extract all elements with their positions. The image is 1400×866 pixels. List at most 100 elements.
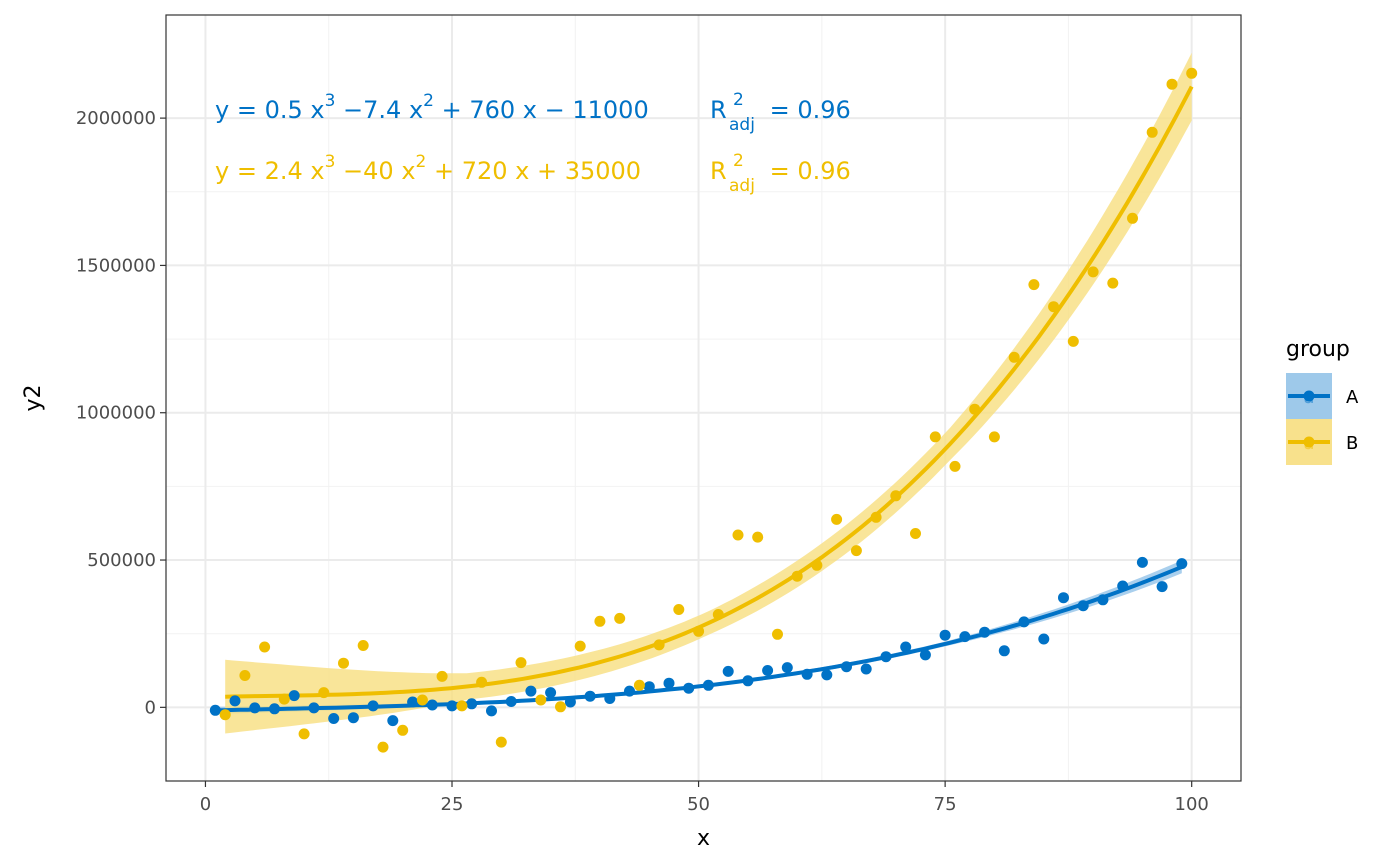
equation-text-A: y = 0.5 x3 −7.4 x2 + 760 x − 11000: [215, 91, 649, 124]
point-A: [367, 700, 379, 712]
point-B: [1087, 266, 1099, 278]
legend-key-glyph: a: [1303, 387, 1314, 408]
point-B: [318, 687, 330, 699]
point-A: [841, 661, 852, 673]
point-A: [269, 703, 280, 715]
point-A: [288, 690, 300, 702]
point-A: [545, 687, 557, 699]
grid-major: [166, 15, 1241, 781]
y-tick-label: 2000000: [76, 108, 156, 129]
point-A: [249, 702, 261, 714]
point-B: [436, 670, 448, 682]
legend-key-glyph: a: [1303, 433, 1314, 454]
point-B: [929, 431, 941, 443]
point-B: [1107, 277, 1119, 289]
point-B: [653, 639, 665, 651]
point-A: [584, 690, 596, 702]
point-B: [456, 700, 468, 712]
y-axis-title: y2: [21, 384, 46, 411]
legend-label-A: A: [1346, 387, 1359, 408]
point-B: [574, 640, 586, 652]
point-A: [1038, 633, 1050, 645]
point-A: [702, 679, 714, 691]
y-tick-label: 0: [145, 697, 156, 718]
point-A: [742, 675, 754, 687]
r2-label-A: R 2 adj = 0.96: [710, 90, 851, 135]
y-axis: 0 500000 1000000 1500000 2000000: [76, 108, 166, 718]
point-A: [229, 695, 241, 707]
point-B: [1186, 67, 1198, 79]
equation-text-B: y = 2.4 x3 −40 x2 + 720 x + 35000: [215, 152, 641, 185]
point-B: [259, 641, 271, 653]
point-B: [1028, 279, 1040, 291]
point-B: [752, 531, 764, 543]
point-B: [515, 657, 527, 669]
x-axis: 0 25 50 75 100: [200, 781, 1209, 815]
point-A: [762, 665, 774, 676]
grid-minor: [166, 15, 1241, 781]
legend: group a Aa B: [1286, 337, 1359, 465]
legend-key-A: a: [1286, 373, 1332, 419]
point-A: [624, 685, 635, 697]
y-tick-label: 500000: [87, 550, 156, 571]
point-B: [633, 679, 645, 691]
point-B: [377, 741, 389, 753]
point-B: [476, 676, 488, 688]
point-A: [919, 649, 931, 661]
point-B: [772, 628, 783, 640]
point-A: [801, 668, 813, 680]
point-B: [416, 694, 428, 706]
ribbon-B: [225, 52, 1192, 734]
point-A: [880, 651, 892, 663]
point-B: [870, 511, 882, 523]
point-A: [643, 681, 655, 693]
x-axis-title: x: [697, 826, 710, 851]
point-A: [860, 663, 872, 675]
point-A: [1156, 581, 1168, 593]
point-B: [1067, 335, 1079, 347]
fit-line-B: [225, 85, 1194, 699]
legend-label-B: B: [1346, 433, 1358, 454]
x-tick-label: 75: [934, 794, 957, 815]
point-A: [959, 631, 971, 643]
point-B: [594, 615, 606, 627]
point-A: [604, 693, 616, 704]
point-A: [1117, 580, 1129, 592]
confidence-ribbons: [215, 52, 1192, 734]
point-B: [397, 724, 409, 736]
point-B: [850, 545, 862, 557]
point-B: [614, 612, 626, 624]
x-tick-label: 100: [1175, 794, 1209, 815]
point-A: [505, 696, 517, 707]
point-B: [495, 736, 507, 748]
point-A: [564, 696, 576, 708]
point-B: [1127, 212, 1138, 224]
point-A: [821, 669, 833, 681]
point-B: [791, 570, 803, 582]
point-A: [1058, 592, 1069, 604]
legend-title: group: [1286, 337, 1350, 362]
point-B: [278, 693, 290, 705]
point-B: [338, 657, 349, 669]
point-A: [446, 700, 458, 712]
equation-B: y = 2.4 x3 −40 x2 + 720 x + 35000 R 2 adj =…: [215, 151, 851, 196]
point-B: [673, 604, 685, 615]
point-A: [939, 629, 951, 641]
point-B: [693, 625, 705, 637]
point-B: [969, 403, 981, 415]
point-A: [328, 713, 340, 724]
point-A: [781, 662, 793, 674]
point-A: [998, 645, 1010, 657]
point-B: [910, 528, 921, 539]
x-tick-label: 0: [200, 794, 211, 815]
panel-border: [165, 14, 1242, 782]
point-A: [486, 705, 497, 717]
point-A: [308, 702, 320, 714]
point-A: [209, 704, 221, 716]
point-B: [988, 431, 1000, 443]
point-B: [811, 559, 823, 571]
point-B: [555, 701, 566, 713]
point-B: [1146, 126, 1158, 138]
point-B: [949, 460, 961, 472]
